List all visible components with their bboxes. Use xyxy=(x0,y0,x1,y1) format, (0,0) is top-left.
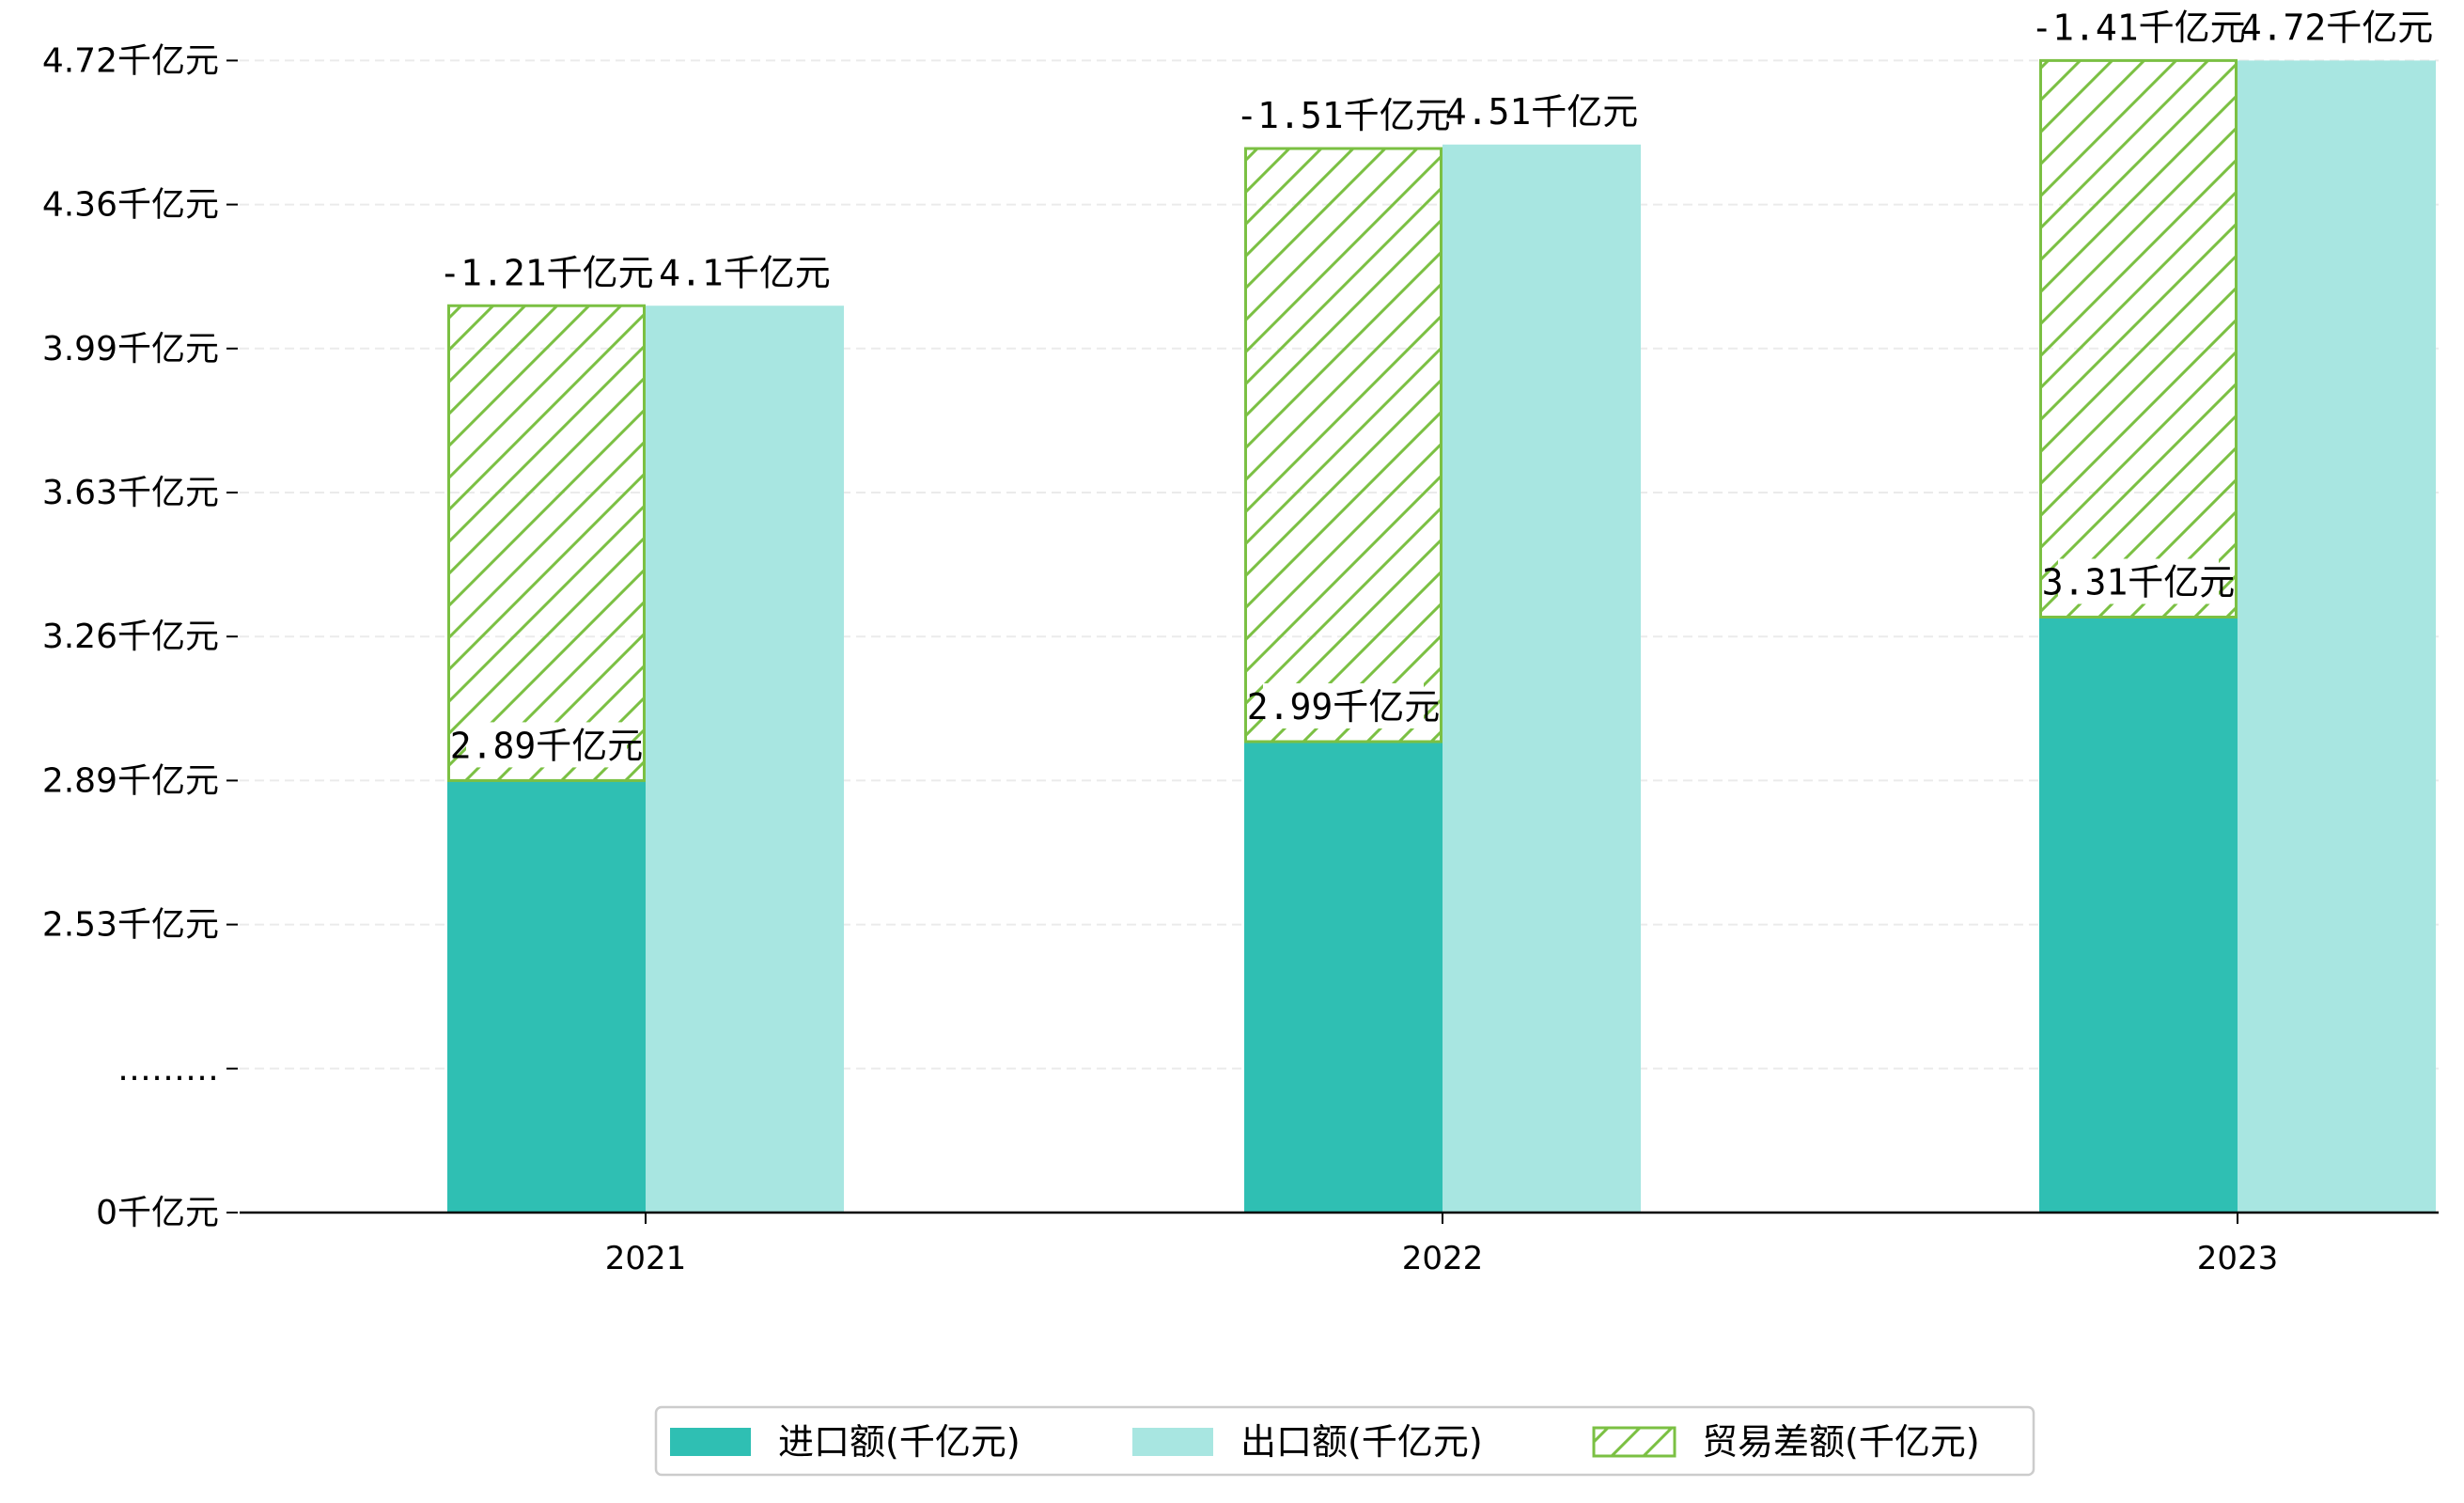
bar-balance xyxy=(1244,147,1443,744)
bar-export xyxy=(1443,144,1641,1213)
y-tick-label: 2.89千亿元 xyxy=(42,761,219,800)
y-tick-label: 4.36千亿元 xyxy=(42,186,219,225)
y-tick-label: 3.99千亿元 xyxy=(42,330,219,368)
legend-label: 进口额(千亿元) xyxy=(778,1421,1021,1463)
data-label-balance-bg xyxy=(1252,92,1435,138)
legend-box xyxy=(654,1405,2035,1477)
data-label-balance-group: -1.21千亿元 xyxy=(439,249,654,295)
legend-swatch xyxy=(1592,1426,1676,1458)
data-label-balance-group: -1.41千亿元 xyxy=(2031,4,2246,50)
data-label-export-group: 4.51千亿元 xyxy=(1445,87,1639,133)
data-label-import-bg xyxy=(2058,558,2219,604)
data-label-balance: -1.21千亿元 xyxy=(439,252,653,293)
data-label-balance: -1.41千亿元 xyxy=(2031,7,2245,48)
bar-balance xyxy=(2039,58,2238,618)
legend-swatch xyxy=(1132,1428,1213,1456)
data-label-import: 3.31千亿元 xyxy=(2042,561,2236,603)
data-label-import-bg xyxy=(1263,682,1424,728)
data-label-export-group: 4.72千亿元 xyxy=(2240,4,2434,50)
data-label-export: 4.72千亿元 xyxy=(2240,7,2434,48)
legend-label: 贸易差额(千亿元) xyxy=(1702,1421,1980,1463)
legend-label: 出口额(千亿元) xyxy=(1240,1421,1483,1463)
data-label-balance-group: -1.51千亿元 xyxy=(1236,92,1451,138)
data-label-export-group: 4.1千亿元 xyxy=(659,249,831,295)
data-label-balance: -1.51千亿元 xyxy=(1236,95,1450,136)
data-label-balance-bg xyxy=(2047,4,2230,50)
bar-import xyxy=(2039,617,2238,1213)
x-tick-label: 2021 xyxy=(605,1240,687,1277)
data-label-import-bg xyxy=(466,722,627,768)
data-label-import-group: 2.99千亿元 xyxy=(1247,682,1441,728)
data-label-export: 4.51千亿元 xyxy=(1445,91,1639,133)
y-tick-label: 2.53千亿元 xyxy=(42,906,219,945)
y-tick-label: 0千亿元 xyxy=(96,1194,219,1232)
bar-import xyxy=(447,780,646,1213)
x-tick-label: 2023 xyxy=(2197,1240,2279,1277)
data-label-export: 4.1千亿元 xyxy=(659,252,831,293)
data-label-export-bg xyxy=(675,249,815,295)
data-label-balance-bg xyxy=(455,249,638,295)
y-tick-label: ……… xyxy=(117,1050,219,1088)
bar-export xyxy=(2238,60,2436,1213)
data-label-export-bg xyxy=(2256,4,2417,50)
bar-balance xyxy=(447,304,646,782)
data-label-import-group: 2.89千亿元 xyxy=(450,722,644,768)
y-tick-label: 3.63千亿元 xyxy=(42,474,219,512)
x-tick-label: 2022 xyxy=(1402,1240,1484,1277)
bar-export xyxy=(646,305,844,1213)
y-tick-label: 3.26千亿元 xyxy=(42,618,219,656)
data-label-import: 2.99千亿元 xyxy=(1247,686,1441,728)
y-tick-label: 4.72千亿元 xyxy=(42,41,219,80)
data-label-export-bg xyxy=(1461,87,1622,133)
data-label-import-group: 3.31千亿元 xyxy=(2042,558,2236,604)
legend: 进口额(千亿元) 出口额(千亿元) 贸易差额(千亿元) xyxy=(654,1405,2035,1477)
bar-import xyxy=(1244,741,1443,1213)
legend-swatch xyxy=(670,1428,751,1456)
data-label-import: 2.89千亿元 xyxy=(450,725,644,766)
